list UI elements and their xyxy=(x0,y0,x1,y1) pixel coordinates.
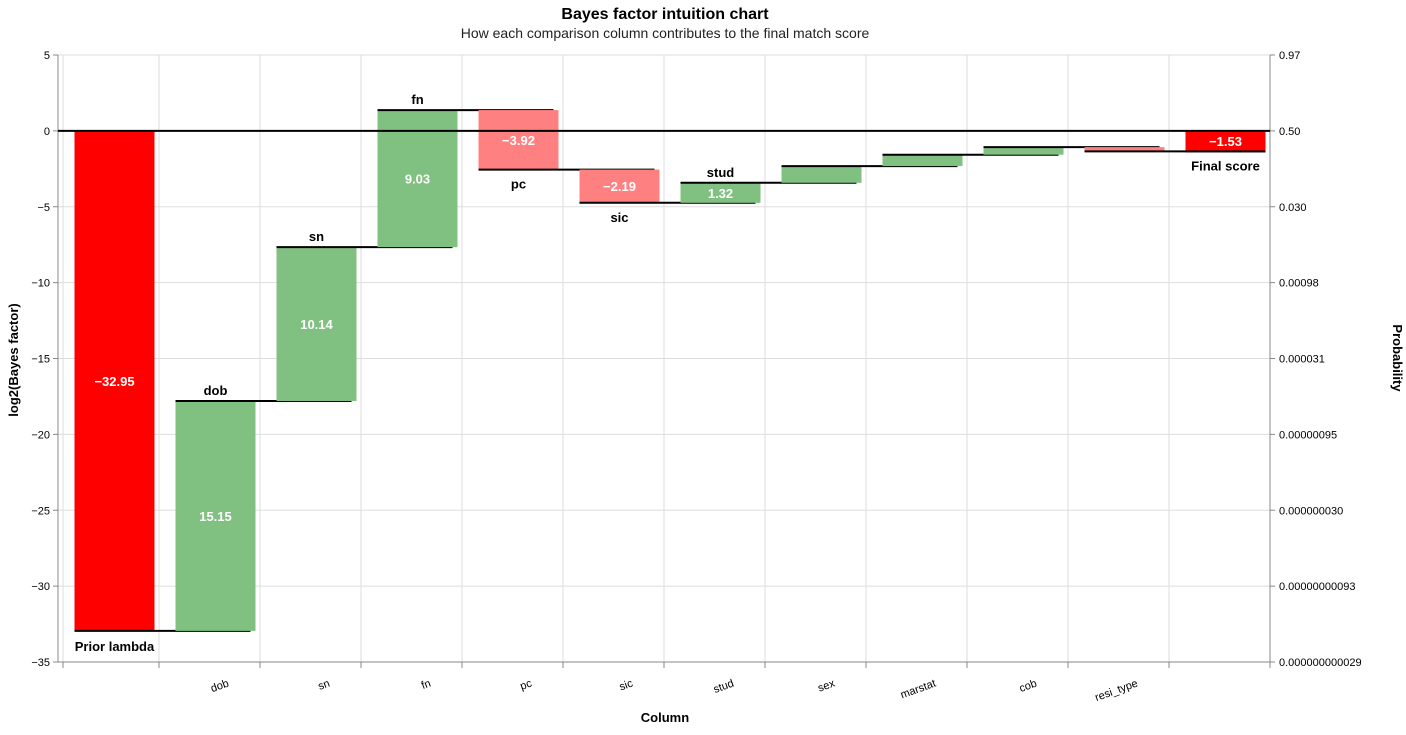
step-label: sic xyxy=(610,210,628,225)
y-axis-right-title: Probability xyxy=(1390,324,1405,392)
chart-title: Bayes factor intuition chart xyxy=(561,6,769,23)
y-right-tick-label: 0.00000095 xyxy=(1279,429,1337,441)
y-tick-label: −10 xyxy=(31,278,50,290)
waterfall-bar xyxy=(579,169,660,203)
step-label: pc xyxy=(511,177,526,192)
y-tick-label: 5 xyxy=(44,50,50,62)
waterfall-bar xyxy=(882,154,963,167)
y-right-tick-label: 0.000031 xyxy=(1279,354,1325,366)
x-tick-label: cob xyxy=(1018,678,1039,695)
waterfall-bar xyxy=(74,130,155,631)
y-tick-label: −15 xyxy=(31,354,50,366)
waterfall-bar xyxy=(680,182,761,203)
bar-value-label: 10.14 xyxy=(300,317,333,332)
waterfall-bar xyxy=(781,166,862,183)
step-label: dob xyxy=(204,383,228,398)
waterfall-bar xyxy=(1185,130,1266,152)
bar-value-label: 15.15 xyxy=(199,509,232,524)
x-tick-label: sn xyxy=(316,678,331,693)
x-tick-label: dob xyxy=(209,678,230,696)
y-tick-label: −5 xyxy=(37,202,50,214)
step-label: Final score xyxy=(1191,158,1260,173)
waterfall-bar xyxy=(377,110,458,248)
x-tick-label: stud xyxy=(712,678,736,696)
waterfall-bar xyxy=(478,110,559,170)
step-label: Prior lambda xyxy=(75,639,155,654)
x-tick-label: pc xyxy=(518,677,533,692)
x-tick-label: marstat xyxy=(899,678,938,702)
x-tick-label: fn xyxy=(420,678,433,692)
step-label: stud xyxy=(707,165,735,180)
x-tick-label: sic xyxy=(618,677,635,693)
y-tick-label: −35 xyxy=(31,657,50,669)
waterfall-bar xyxy=(1084,147,1165,152)
chart-subtitle: How each comparison column contributes t… xyxy=(461,25,870,41)
waterfall-bar xyxy=(276,247,357,401)
bar-value-label: 9.03 xyxy=(405,172,430,187)
y-right-tick-label: 0.00098 xyxy=(1279,278,1319,290)
y-tick-label: −20 xyxy=(31,429,50,441)
bars: −32.95 Prior lambda 15.15 dob 10.14 sn 9.03 fn −… xyxy=(74,92,1266,654)
step-label: sn xyxy=(309,229,324,244)
bar-value-label: −32.95 xyxy=(94,374,134,389)
y-right-tick-label: 0.00000000093 xyxy=(1279,581,1355,593)
bar-value-label: −3.92 xyxy=(502,133,535,148)
bar-value-label: 1.32 xyxy=(708,186,733,201)
y-tick-label: −30 xyxy=(31,581,50,593)
step-label: fn xyxy=(411,92,423,107)
x-tick-label: sex xyxy=(816,677,837,694)
waterfall-bar xyxy=(983,147,1064,155)
bar-value-label: −1.53 xyxy=(1209,134,1242,149)
y-right-tick-label: 0.000000030 xyxy=(1279,505,1343,517)
y-tick-label: −25 xyxy=(31,505,50,517)
y-right-tick-label: 0.50 xyxy=(1279,126,1300,138)
y-right-tick-label: 0.97 xyxy=(1279,50,1300,62)
bar-value-label: −2.19 xyxy=(603,179,636,194)
x-axis-title: Column xyxy=(641,710,689,725)
y-tick-label: 0 xyxy=(44,126,50,138)
x-tick-label: resi_type xyxy=(1093,678,1139,705)
y-right-tick-label: 0.000000000029 xyxy=(1279,657,1362,669)
y-right-tick-label: 0.030 xyxy=(1279,202,1307,214)
waterfall-bar xyxy=(175,400,256,631)
y-axis-title: log2(Bayes factor) xyxy=(6,303,21,416)
